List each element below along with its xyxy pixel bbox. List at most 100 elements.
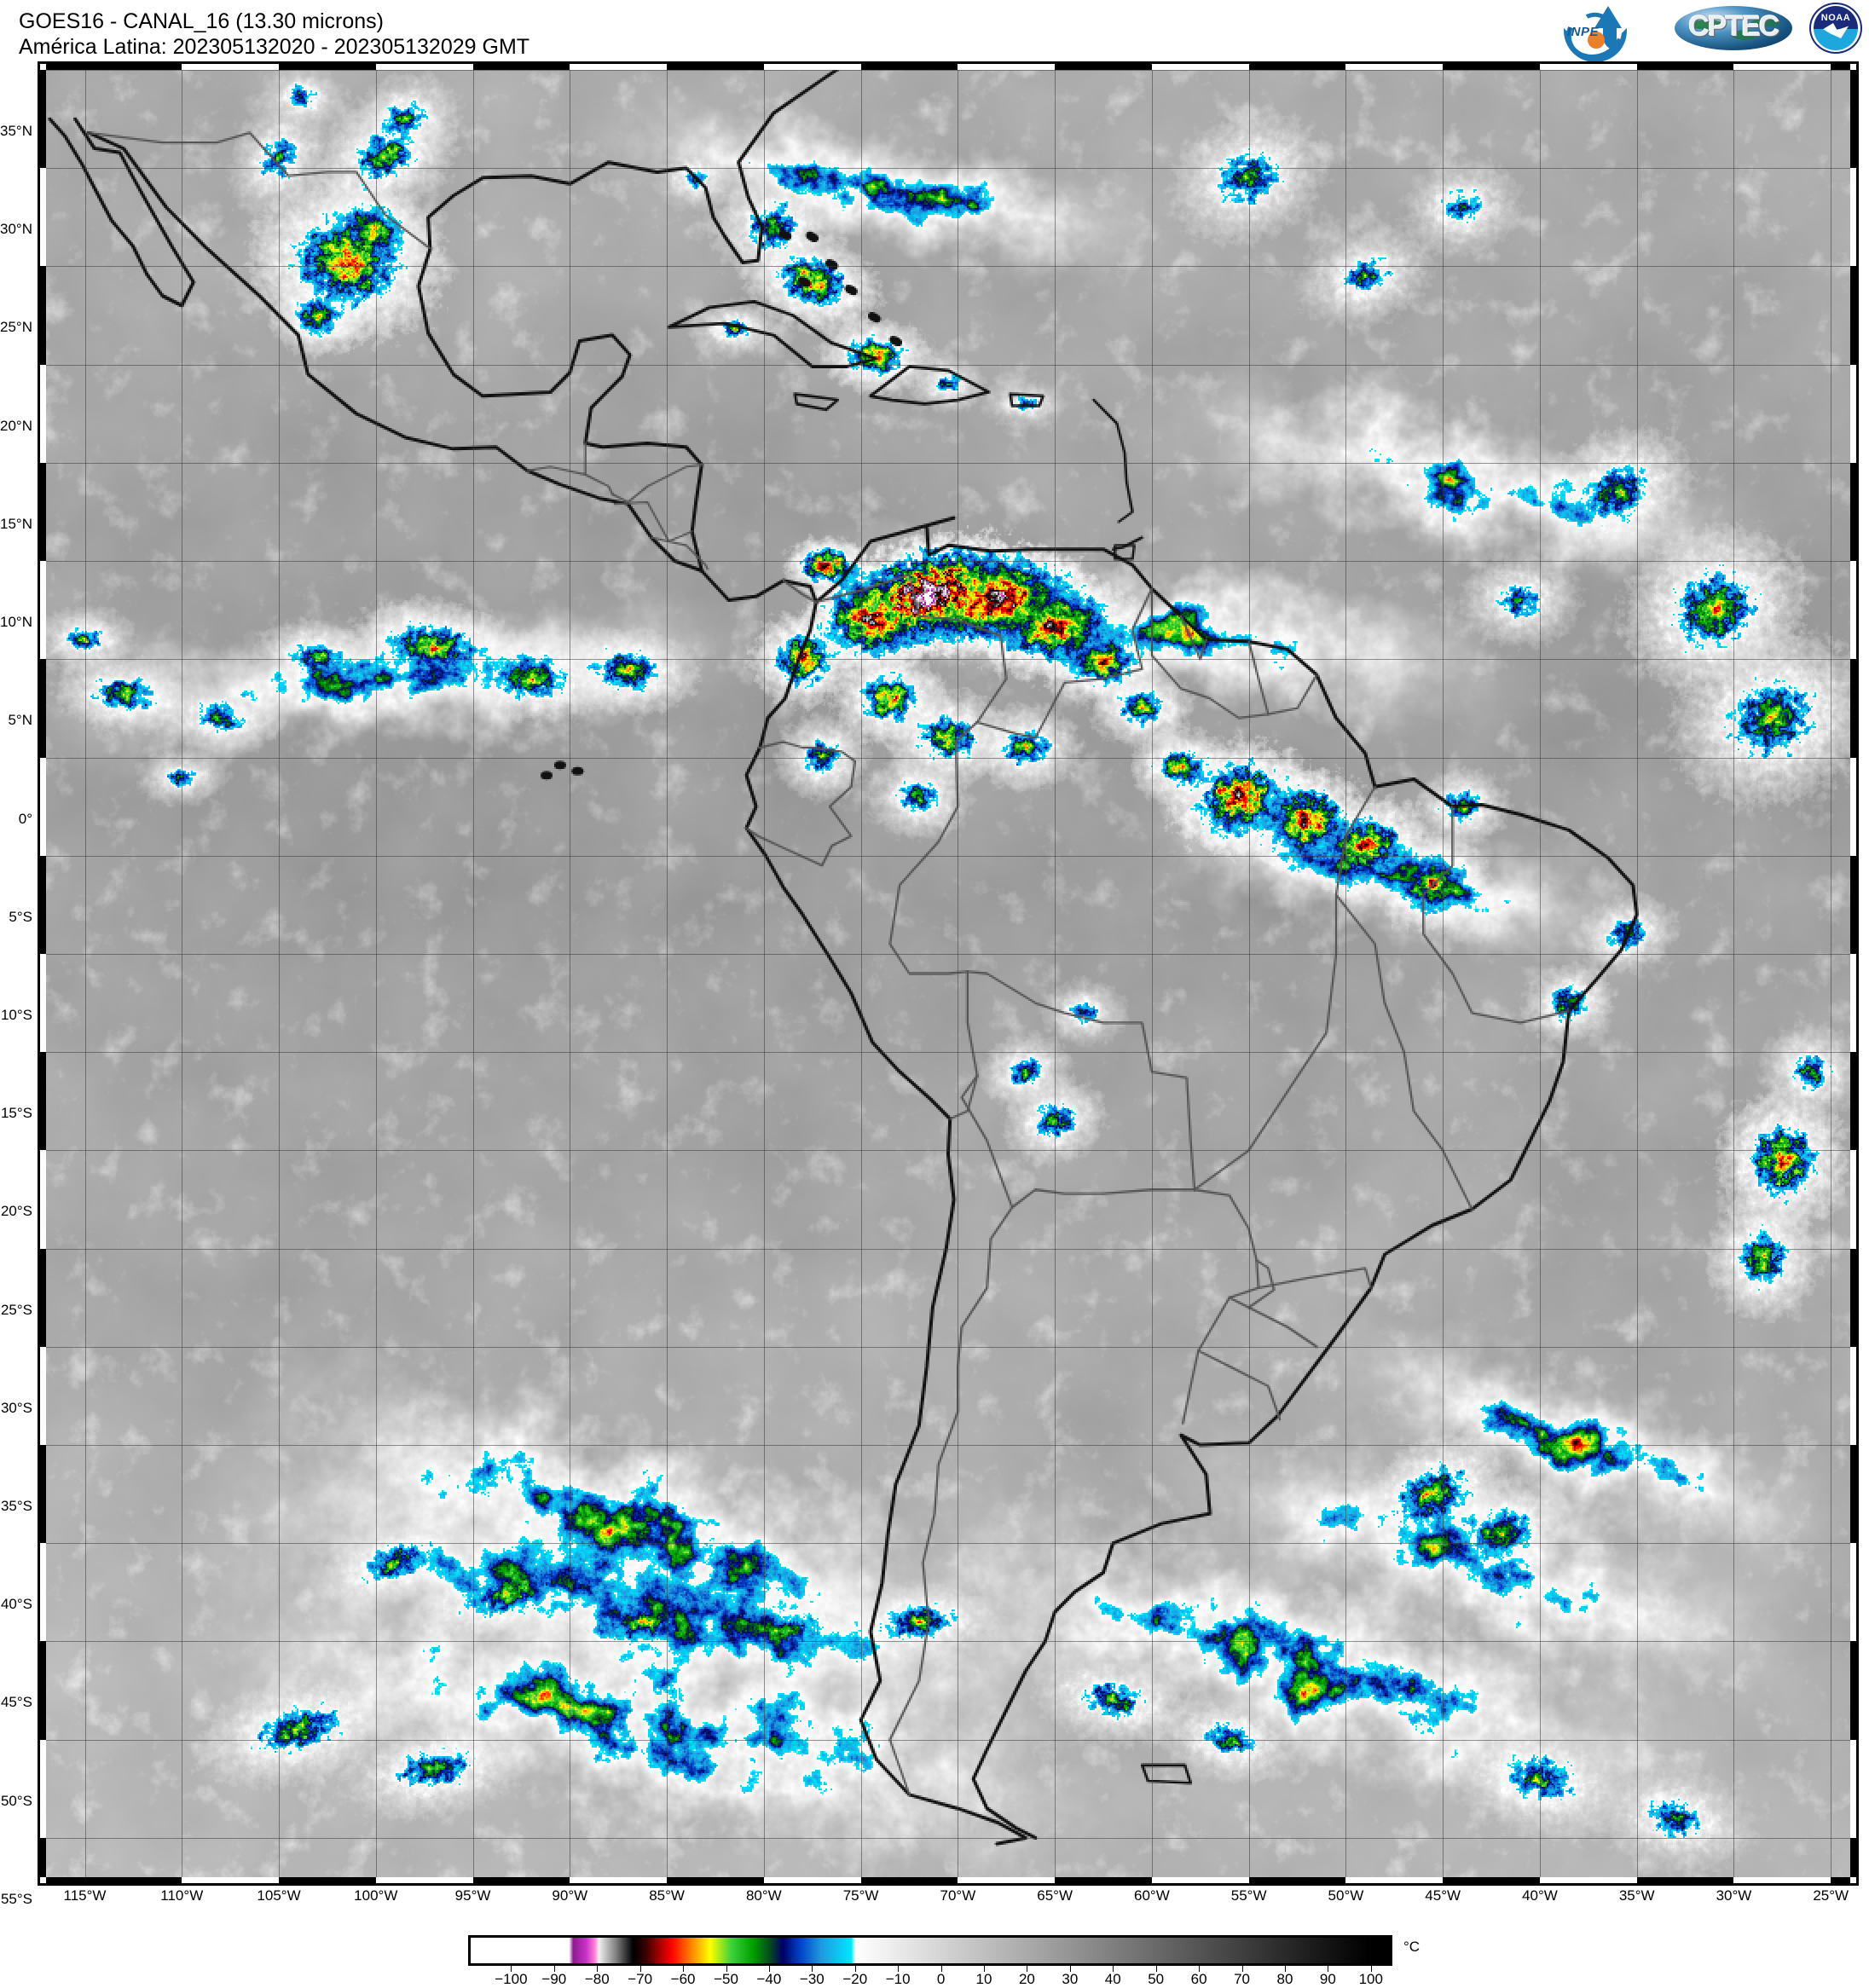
colorbar-tick-mark [639,1966,641,1972]
colorbar-tick-label: −70 [628,1971,653,1987]
noaa-logo-icon: NOAA [1809,3,1862,54]
latitude-tick-label: 15°N [0,515,32,532]
colorbar-tick-label: 80 [1276,1971,1293,1987]
frame-tick-bottom [46,1877,85,1883]
frame-tick-right [1850,1445,1856,1544]
logo-group: INPE CPTEC NOAA [1555,0,1862,69]
frame-tick-bottom [375,1877,473,1883]
colorbar-gradient [471,1938,1390,1963]
colorbar-tick-label: 100 [1358,1971,1383,1987]
frame-tick-bottom [84,1877,182,1883]
frame-tick-top [763,64,861,70]
colorbar-tick-label: −40 [756,1971,782,1987]
colorbar-tick-mark [1113,1966,1114,1972]
frame-tick-right [1850,1346,1856,1446]
colorbar-tick-mark [984,1966,986,1972]
frame-tick-top [279,64,376,70]
frame-tick-left [40,1641,46,1740]
latitude-tick-label: 10°N [0,614,32,631]
frame-tick-bottom [1539,1877,1637,1883]
latitude-tick-label: 20°N [0,417,32,434]
latitude-tick-label: 25°N [0,319,32,336]
frame-tick-right [1850,1052,1856,1151]
frame-tick-left [40,1837,46,1877]
longitude-tick-label: 90°W [552,1887,588,1904]
colorbar-unit-label: °C [1403,1939,1421,1955]
longitude-tick-label: 85°W [649,1887,685,1904]
frame-tick-top [1055,64,1152,70]
frame-tick-bottom [472,1877,570,1883]
colorbar-tick-mark [812,1966,813,1972]
longitude-tick-label: 95°W [454,1887,491,1904]
satellite-imagery-canvas [46,70,1850,1877]
frame-tick-bottom [1443,1877,1540,1883]
map-frame-border [38,61,1859,1886]
inpe-orange-dot [1588,32,1605,49]
frame-tick-top [958,64,1056,70]
title-line-2: América Latina: 202305132020 - 202305132… [19,35,530,59]
inpe-logo-text: INPE [1567,25,1600,39]
frame-tick-left [40,953,46,1053]
frame-tick-right [1850,561,1856,660]
frame-tick-top [1539,64,1637,70]
latitude-tick-label: 45°S [0,1694,32,1711]
longitude-tick-label: 25°W [1813,1887,1849,1904]
latitude-tick-label: 5°N [8,712,32,729]
longitude-tick-label: 110°W [160,1887,204,1904]
frame-tick-top [1345,64,1444,70]
frame-tick-top [472,64,570,70]
frame-tick-right [1850,1150,1856,1249]
frame-tick-right [1850,1739,1856,1838]
frame-tick-right [1850,364,1856,463]
frame-tick-top [46,64,85,70]
frame-tick-bottom [1151,1877,1249,1883]
frame-tick-bottom [860,1877,958,1883]
latitude-tick-label: 55°S [0,1890,32,1907]
colorbar-tick-label: −100 [495,1971,528,1987]
frame-tick-top [1636,64,1734,70]
frame-tick-bottom [570,1877,668,1883]
colorbar-tick-label: −10 [885,1971,911,1987]
longitude-tick-label: 50°W [1328,1887,1364,1904]
frame-tick-top [667,64,764,70]
frame-tick-bottom [1831,1877,1850,1883]
colorbar-tick-mark [511,1966,512,1972]
latitude-tick-label: 10°S [0,1006,32,1023]
inpe-arrow-head [1594,6,1622,28]
frame-tick-top [1443,64,1540,70]
satellite-map[interactable] [38,61,1859,1886]
colorbar-legend: −100 −90 −80 −70 −60 −50 −40 −30 −20 −10 0 10 20 30 40… [0,1928,1869,1987]
longitude-tick-label: 105°W [257,1887,301,1904]
colorbar-tick-mark [1370,1966,1372,1972]
colorbar-tick-label: 70 [1234,1971,1250,1987]
frame-tick-right [1850,1543,1856,1642]
frame-tick-top [570,64,668,70]
frame-tick-top [1831,64,1850,70]
colorbar-tick-mark [768,1966,770,1972]
colorbar-tick-mark [1199,1966,1201,1972]
colorbar-tick-mark [854,1966,856,1972]
frame-tick-left [40,1346,46,1446]
colorbar-tick-label: −50 [714,1971,738,1987]
longitude-tick-label: 30°W [1716,1887,1752,1904]
colorbar-tick-mark [1284,1966,1286,1972]
frame-tick-top [1151,64,1249,70]
frame-tick-bottom [763,1877,861,1883]
latitude-tick-label: 40°S [0,1596,32,1613]
frame-tick-right [1850,168,1856,267]
frame-tick-bottom [1055,1877,1152,1883]
frame-tick-left [40,1543,46,1642]
header-bar: GOES16 - CANAL_16 (13.30 microns) Améric… [0,0,1869,69]
latitude-tick-label: 30°N [0,221,32,238]
frame-tick-top [375,64,473,70]
longitude-tick-label: 75°W [842,1887,879,1904]
cptec-logo-icon: CPTEC [1669,3,1797,54]
colorbar-tick-mark [1069,1966,1071,1972]
longitude-tick-label: 45°W [1425,1887,1461,1904]
frame-tick-top [84,64,182,70]
frame-tick-bottom [1636,1877,1734,1883]
frame-tick-left [40,1052,46,1151]
frame-tick-right [1850,70,1856,169]
frame-tick-right [1850,659,1856,758]
colorbar-tick-label: 50 [1148,1971,1165,1987]
